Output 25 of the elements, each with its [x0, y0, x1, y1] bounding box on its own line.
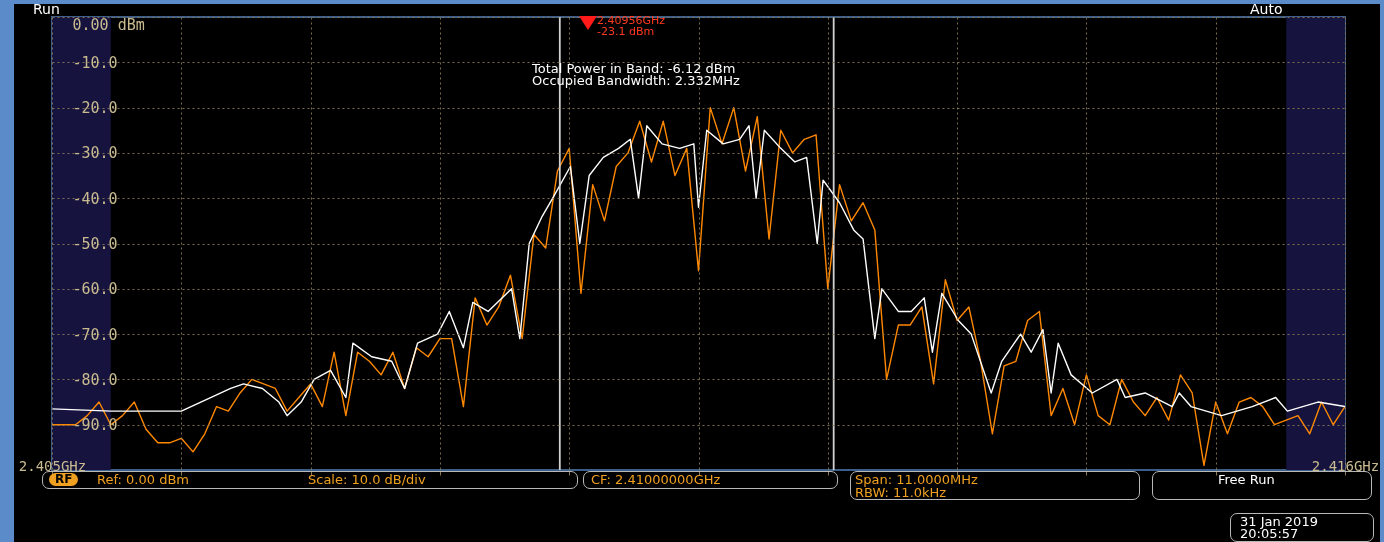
text: Ref: 0.00 dBm — [97, 472, 189, 487]
y-tick-label: -70.0 — [72, 325, 118, 344]
line-series — [52, 125, 1345, 417]
text: RBW: 11.0kHz — [855, 485, 947, 500]
y-tick-label: -80.0 — [72, 370, 118, 389]
text: RF — [49, 472, 79, 486]
y-tick-label: 0.00 dBm — [72, 15, 145, 34]
text: Run — [33, 1, 60, 17]
y-tick-label: -90.0 — [72, 416, 118, 435]
y-tick-label: -50.0 — [72, 235, 118, 253]
text: Span: 11.0000MHz — [855, 472, 978, 487]
x-tick-label: 2.405GHz — [18, 457, 87, 474]
y-tick-label: -20.0 — [72, 99, 118, 118]
text: Free Run — [1218, 472, 1275, 487]
annotation: 2.40956GHz — [597, 14, 666, 27]
y-tick-label: -40.0 — [72, 189, 118, 208]
x-tick-label: 2.416GHz — [1311, 457, 1380, 474]
annotation: -23.1 dBm — [597, 25, 655, 38]
text: Scale: 10.0 dB/div — [308, 472, 426, 487]
y-tick-label: -30.0 — [72, 144, 118, 163]
y-tick-label: -60.0 — [72, 280, 118, 299]
text: 31 Jan 2019 — [1240, 514, 1318, 529]
text: Auto — [1250, 1, 1283, 17]
text: CF: 2.41000000GHz — [591, 472, 721, 487]
y-tick-label: -10.0 — [72, 53, 118, 72]
